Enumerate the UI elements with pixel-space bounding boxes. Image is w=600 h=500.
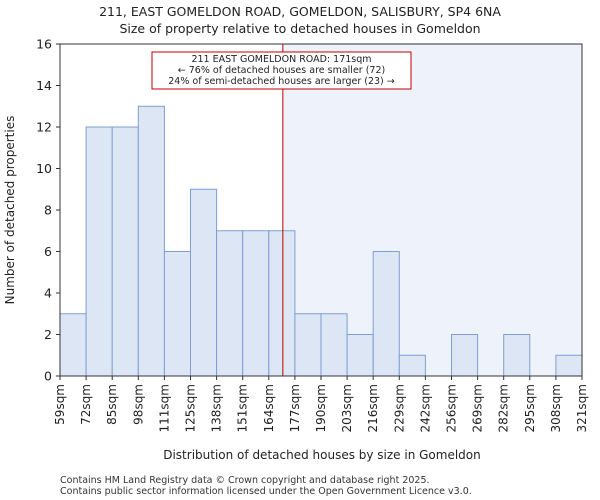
annotation-line: 24% of semi-detached houses are larger (… bbox=[168, 76, 395, 87]
bar bbox=[190, 188, 218, 377]
bar bbox=[451, 334, 479, 377]
x-tick-label: 59sqm bbox=[53, 384, 67, 425]
y-tick-label: 4 bbox=[44, 286, 52, 301]
footer-line: Contains public sector information licen… bbox=[60, 486, 472, 497]
x-tick-label: 72sqm bbox=[79, 384, 93, 425]
footer-line: Contains HM Land Registry data © Crown c… bbox=[60, 475, 430, 486]
bar bbox=[137, 105, 165, 377]
x-tick-label: 164sqm bbox=[262, 384, 276, 432]
annotation-box: 211 EAST GOMELDON ROAD: 171sqm ← 76% of … bbox=[151, 51, 412, 90]
bar bbox=[242, 230, 270, 377]
bar bbox=[346, 334, 374, 377]
bars bbox=[59, 105, 583, 377]
bar bbox=[320, 313, 348, 377]
y-tick-label: 8 bbox=[44, 203, 52, 218]
x-tick-label: 321sqm bbox=[575, 384, 589, 432]
annotation-rect bbox=[151, 51, 412, 90]
x-axis: 59sqm 72sqm 85sqm 98sqm 111sqm 125sqm 138sqm 15… bbox=[53, 376, 589, 432]
y-tick-label: 0 bbox=[44, 369, 52, 384]
bar bbox=[216, 230, 244, 377]
x-tick-label: 308sqm bbox=[549, 384, 563, 432]
bar bbox=[503, 334, 531, 377]
bar bbox=[372, 251, 400, 377]
chart-title: 211, EAST GOMELDON ROAD, GOMELDON, SALIS… bbox=[99, 4, 501, 19]
y-axis: 0 2 4 6 8 10 12 14 16 bbox=[36, 37, 60, 384]
x-tick-label: 269sqm bbox=[471, 384, 485, 432]
y-tick-label: 2 bbox=[44, 327, 52, 342]
x-tick-label: 295sqm bbox=[523, 384, 537, 432]
bar bbox=[398, 354, 426, 377]
y-tick-label: 14 bbox=[36, 78, 52, 93]
y-tick-label: 6 bbox=[44, 244, 52, 259]
y-tick-label: 16 bbox=[36, 37, 52, 52]
x-tick-label: 111sqm bbox=[157, 384, 171, 432]
y-tick-label: 12 bbox=[36, 120, 52, 135]
x-tick-label: 98sqm bbox=[131, 384, 145, 425]
y-tick-label: 10 bbox=[36, 161, 52, 176]
x-tick-label: 177sqm bbox=[288, 384, 302, 432]
x-tick-label: 229sqm bbox=[392, 384, 406, 432]
x-tick-label: 282sqm bbox=[497, 384, 511, 432]
x-tick-label: 203sqm bbox=[340, 384, 354, 432]
annotation-line: ← 76% of detached houses are smaller (72… bbox=[178, 65, 385, 76]
x-tick-label: 256sqm bbox=[445, 384, 459, 432]
bar bbox=[294, 313, 322, 377]
bar bbox=[85, 126, 113, 377]
x-tick-label: 125sqm bbox=[184, 384, 198, 432]
x-tick-label: 190sqm bbox=[314, 384, 328, 432]
plot-area: 0 2 4 6 8 10 12 14 16 59sqm 72sqm 85sqm 98sqm 111sqm… bbox=[36, 37, 589, 433]
bar bbox=[555, 354, 583, 377]
chart-subtitle: Size of property relative to detached ho… bbox=[119, 21, 480, 36]
x-tick-label: 216sqm bbox=[366, 384, 380, 432]
bar bbox=[268, 230, 296, 377]
y-axis-label: Number of detached properties bbox=[3, 116, 17, 305]
bar bbox=[59, 313, 87, 377]
annotation-line: 211 EAST GOMELDON ROAD: 171sqm bbox=[191, 54, 371, 65]
bar bbox=[163, 251, 191, 377]
x-axis-label: Distribution of detached houses by size … bbox=[163, 448, 481, 462]
bar bbox=[111, 126, 139, 377]
x-tick-label: 242sqm bbox=[418, 384, 432, 432]
x-tick-label: 85sqm bbox=[105, 384, 119, 425]
x-tick-label: 138sqm bbox=[210, 384, 224, 432]
x-tick-label: 151sqm bbox=[236, 384, 250, 432]
